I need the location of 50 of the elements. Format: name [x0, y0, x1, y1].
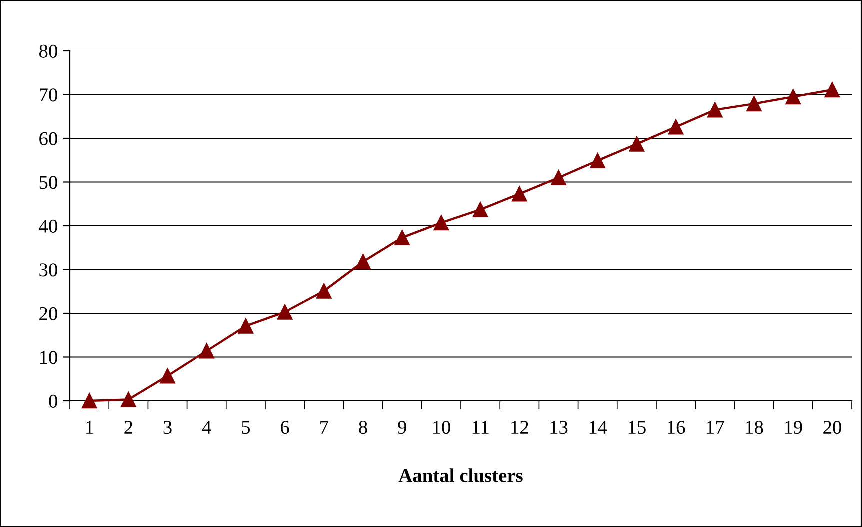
point [277, 304, 293, 320]
point [160, 368, 176, 384]
y-tick-label: 70 [40, 88, 58, 102]
x-tick-label: 15 [628, 421, 646, 434]
y-tick-label: 0 [49, 394, 58, 408]
x-tick-label: 20 [824, 421, 842, 434]
point [316, 284, 332, 299]
x-tick-label: 6 [281, 421, 290, 434]
point [708, 102, 723, 118]
y-tick-label: 60 [40, 132, 58, 146]
x-tick-label: 9 [398, 421, 406, 434]
point [629, 136, 645, 152]
x-tick-label: 11 [472, 421, 489, 434]
y-tick-label: 10 [40, 351, 58, 364]
x-tick-label: 18 [746, 421, 764, 434]
point [82, 393, 98, 409]
x-tick-label: 12 [512, 421, 528, 434]
point [824, 82, 840, 98]
point [668, 119, 684, 135]
x-tick-label: 8 [359, 421, 368, 434]
x-tick-label: 5 [242, 421, 250, 434]
y-tick-label: 40 [39, 220, 58, 233]
x-tick-label: 17 [707, 421, 724, 434]
x-tick-label: 16 [668, 421, 686, 434]
point [746, 96, 762, 112]
x-tick-label: 2 [124, 421, 132, 434]
point [551, 170, 566, 186]
point [512, 186, 528, 202]
point [434, 215, 450, 231]
point [590, 153, 606, 168]
point [238, 318, 254, 334]
y-tick-label: 20 [40, 307, 58, 320]
point [121, 392, 136, 408]
x-tick-label: 1 [86, 421, 94, 434]
x-tick-label: 14 [590, 421, 608, 434]
x-tick-label: 3 [164, 421, 172, 434]
y-tick-label: 50 [40, 176, 58, 190]
x-tick-label: 7 [320, 421, 328, 434]
point [786, 89, 801, 105]
point [394, 230, 410, 246]
x-tick-label: 13 [550, 421, 568, 434]
y-tick-label: 30 [40, 264, 58, 277]
point [199, 343, 214, 359]
x-tick-label: 4 [202, 421, 212, 434]
x-tick-label: 19 [785, 421, 802, 434]
y-tick-label: 80 [39, 44, 58, 58]
x-tick-label: 10 [433, 421, 450, 434]
point [472, 202, 488, 218]
x-axis-title: Aantal clusters [398, 468, 523, 482]
point [356, 254, 371, 270]
